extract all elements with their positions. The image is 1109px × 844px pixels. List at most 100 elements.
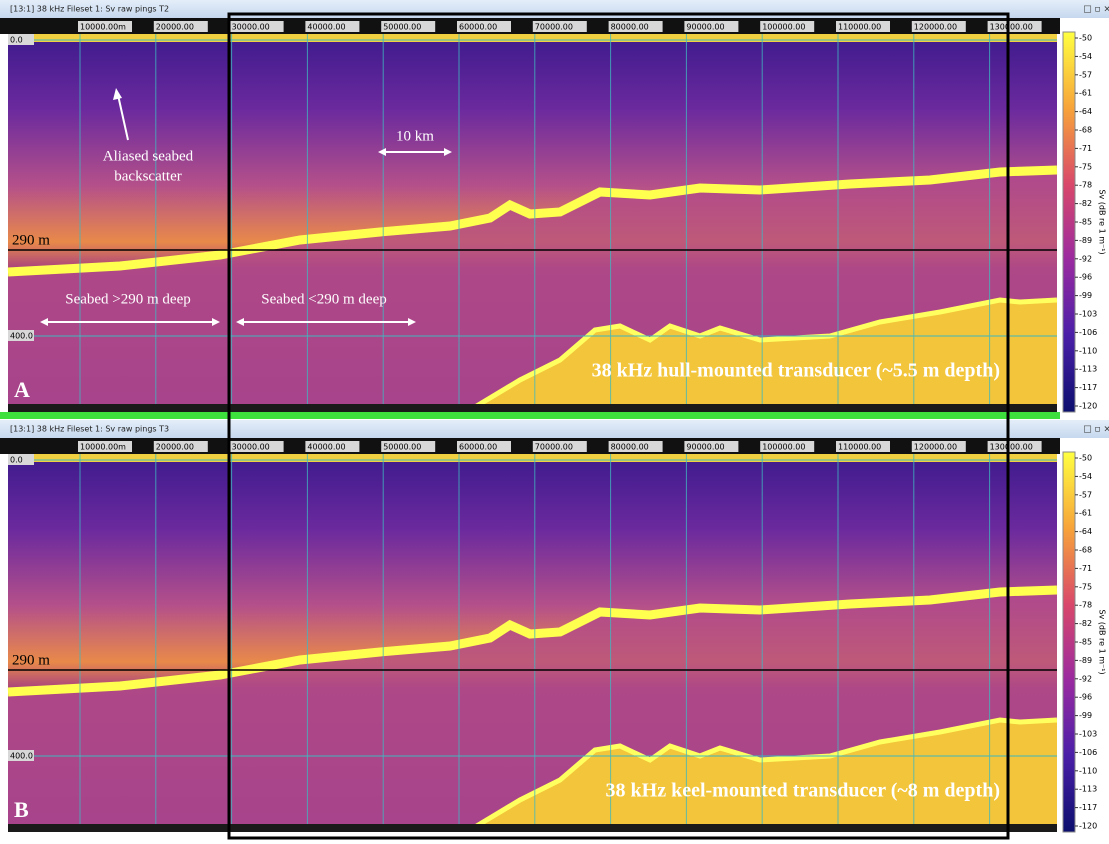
seabed-echo [7,585,1058,697]
x-ruler-label: 40000.00 [307,443,345,452]
colorbar-tick-label: -71 [1079,144,1092,153]
panel-letter: B [14,797,29,822]
colorbar-tick-label: -61 [1079,509,1092,518]
depth-290-label: 290 m [12,232,50,248]
x-ruler-label: 120000.00 [914,443,957,452]
colorbar-tick-label: -92 [1079,254,1092,263]
colorbar-label: Sv (dB re 1 m⁻¹) [1098,609,1107,674]
colorbar-tick-label: -82 [1079,619,1092,628]
colorbar-tick-label: -85 [1079,638,1092,647]
colorbar-tick-label: -89 [1079,236,1092,245]
colorbar-tick-label: -75 [1079,582,1092,591]
x-ruler-label-bg [684,21,739,32]
x-ruler-label-bg [836,21,890,32]
x-ruler-label: 60000.00 [459,443,497,452]
x-ruler-label-bg [987,441,1042,452]
colorbar [1062,31,1076,413]
depth-label-bg [8,330,34,341]
depth-290-label: 290 m [12,652,50,668]
x-ruler-label-bg [153,441,208,452]
x-ruler-label: 60000.00 [459,23,497,32]
colorbar-tick-label: -99 [1079,291,1092,300]
x-ruler-label-bg [684,441,739,452]
x-ruler-label: 100000.00 [762,443,805,452]
scrollbar [0,412,1060,419]
x-ruler-label: 70000.00 [535,23,573,32]
depth-label: 0.0 [10,36,23,45]
bottom-band [8,404,1057,412]
x-ruler-label: 110000.00 [838,23,881,32]
colorbar-tick-label: -120 [1079,822,1097,831]
depth-label-bg [8,454,34,465]
x-ruler-label: 10000.00m [80,443,126,452]
x-ruler-label: 130000.00 [990,23,1033,32]
arrowhead [444,148,452,156]
x-ruler-label: 50000.00 [383,23,421,32]
colorbar-tick-label: -120 [1079,402,1097,411]
annotation: Seabed >290 m deep [65,291,191,307]
colorbar-tick-label: -71 [1079,564,1092,573]
x-ruler-label-bg [153,21,208,32]
x-ruler-label: 120000.00 [914,23,957,32]
x-ruler-label-bg [532,21,587,32]
arrow [117,94,129,141]
x-ruler-label-bg [229,441,284,452]
x-ruler-label-bg [305,441,360,452]
colorbar-tick-label: -92 [1079,674,1092,683]
x-ruler-label-bg [229,21,284,32]
seabed-echo [7,165,1058,277]
surface-band [8,454,1057,462]
depth-label: 400.0 [10,752,33,761]
annotation: Seabed <290 m deep [261,291,387,307]
x-ruler-label: 20000.00 [156,443,194,452]
annotation: 10 km [396,128,434,144]
surface-band [8,34,1057,42]
x-ruler-label: 90000.00 [686,23,724,32]
colorbar-tick-label: -50 [1079,454,1092,463]
x-ruler-label-bg [78,441,132,452]
bottom-band [8,824,1057,832]
x-ruler-label: 80000.00 [611,23,649,32]
second-echo-edge [468,717,1058,833]
colorbar-tick-label: -110 [1079,346,1097,355]
window-controls: □ ▫ × [1083,425,1109,435]
colorbar [1062,451,1076,833]
colorbar-tick-label: -117 [1079,803,1097,812]
x-ruler-label: 100000.00 [762,23,805,32]
x-ruler-label: 80000.00 [611,443,649,452]
x-ruler-label-bg [760,21,815,32]
colorbar-tick-label: -61 [1079,89,1092,98]
colorbar-tick-label: -99 [1079,711,1092,720]
arrowhead [378,148,386,156]
x-ruler-label-bg [760,441,815,452]
colorbar-tick-label: -113 [1079,785,1097,794]
colorbar-tick-label: -57 [1079,70,1092,79]
second-echo-edge [468,297,1058,413]
x-ruler-label: 20000.00 [156,23,194,32]
x-ruler-label-bg [532,441,587,452]
depth-label-bg [8,750,34,761]
x-ruler-label-bg [911,441,966,452]
x-ruler-label-bg [305,21,360,32]
depth-label: 400.0 [10,332,33,341]
colorbar-tick-label: -64 [1079,107,1092,116]
x-ruler-label-bg [457,21,511,32]
arrowhead [212,318,220,326]
colorbar-tick-label: -54 [1079,52,1092,61]
colorbar-tick-label: -68 [1079,546,1092,555]
x-ruler-label: 40000.00 [307,23,345,32]
depth-label: 0.0 [10,456,23,465]
x-ruler-label: 110000.00 [838,443,881,452]
x-ruler-label-bg [457,441,511,452]
colorbar-tick-label: -85 [1079,218,1092,227]
arrowhead [40,318,48,326]
colorbar-tick-label: -113 [1079,365,1097,374]
colorbar-tick-label: -96 [1079,273,1092,282]
x-ruler-label: 70000.00 [535,443,573,452]
x-ruler-label: 10000.00m [80,23,126,32]
colorbar-tick-label: -75 [1079,162,1092,171]
arrowhead [113,88,122,100]
colorbar-tick-label: -106 [1079,328,1097,337]
x-ruler-label-bg [987,21,1042,32]
window-controls: □ ▫ × [1083,5,1109,15]
